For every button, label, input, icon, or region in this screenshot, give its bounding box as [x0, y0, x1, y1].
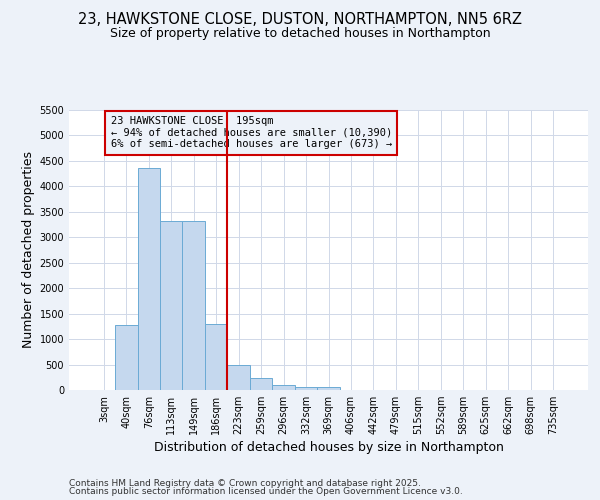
Bar	[205, 324, 227, 390]
Bar	[317, 387, 340, 390]
Text: Contains HM Land Registry data © Crown copyright and database right 2025.: Contains HM Land Registry data © Crown c…	[69, 478, 421, 488]
Text: Size of property relative to detached houses in Northampton: Size of property relative to detached ho…	[110, 28, 490, 40]
X-axis label: Distribution of detached houses by size in Northampton: Distribution of detached houses by size …	[154, 442, 503, 454]
Text: 23, HAWKSTONE CLOSE, DUSTON, NORTHAMPTON, NN5 6RZ: 23, HAWKSTONE CLOSE, DUSTON, NORTHAMPTON…	[78, 12, 522, 28]
Bar	[137, 168, 160, 390]
Y-axis label: Number of detached properties: Number of detached properties	[22, 152, 35, 348]
Text: 23 HAWKSTONE CLOSE: 195sqm
← 94% of detached houses are smaller (10,390)
6% of s: 23 HAWKSTONE CLOSE: 195sqm ← 94% of deta…	[110, 116, 392, 150]
Bar	[295, 387, 317, 390]
Bar	[115, 326, 137, 390]
Bar	[160, 222, 182, 390]
Bar	[227, 364, 250, 390]
Bar	[250, 378, 272, 390]
Bar	[182, 222, 205, 390]
Bar	[272, 386, 295, 390]
Text: Contains public sector information licensed under the Open Government Licence v3: Contains public sector information licen…	[69, 487, 463, 496]
